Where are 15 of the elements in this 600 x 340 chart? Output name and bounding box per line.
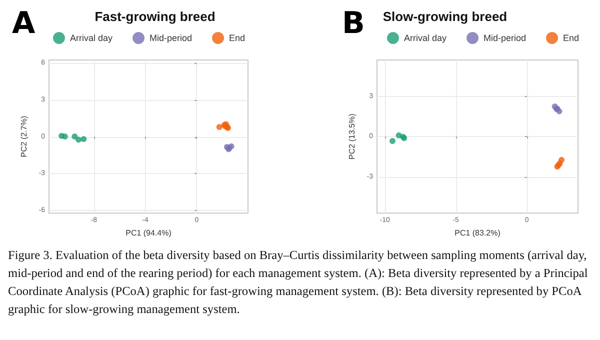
text: B: [342, 6, 365, 41]
caption: Figure 3. Evaluation of the beta diversity based on Bray–Curtis dissimilarity between sampling moments (arrival day, mid-period and end of the rearing period) for each management system. (A): Beta diversity represented by a Principal Coordinate Analysis (PCoA) graphic for fast-growing management system. (B): Beta diversity represented by PCoA graphic for slow-growing management system.: [8, 247, 589, 318]
y-axis-title: PC2 (2.7%): [19, 116, 28, 158]
legend-label: End: [563, 33, 580, 43]
x-axis-title: PC1 (94.4%): [126, 228, 172, 238]
legend-label: Mid-period: [150, 33, 192, 43]
text: A: [12, 6, 36, 41]
x-axis-title: PC1 (83.2%): [454, 228, 501, 238]
chart-title: Fast-growing breed: [94, 9, 216, 24]
legend-label: Arrival day: [70, 33, 114, 43]
legend-label: End: [229, 33, 246, 43]
y-axis-title: PC2 (13.5%): [347, 113, 356, 160]
chart-title: Slow-growing breed: [382, 9, 508, 24]
legend-label: Arrival day: [404, 33, 448, 43]
legend-label: Mid-period: [484, 33, 526, 43]
